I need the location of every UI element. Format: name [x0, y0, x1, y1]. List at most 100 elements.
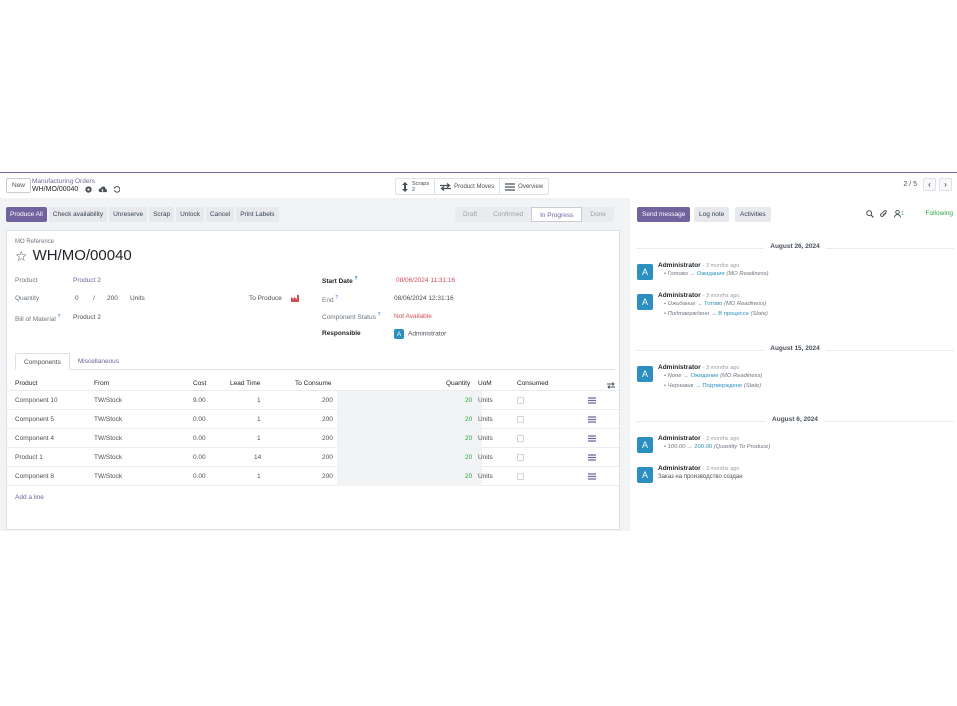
end-date-field[interactable]: 08/06/2024 12:31:16 [394, 295, 454, 302]
table-header-row: Product From Cost Lead Time To Consume Q… [7, 376, 619, 391]
scraps-label: Scraps [412, 180, 430, 187]
quantity-done-field[interactable]: 0 [75, 295, 79, 302]
avatar[interactable]: A [637, 264, 653, 280]
message-author[interactable]: Administrator [658, 435, 701, 442]
cloud-save-icon[interactable] [98, 186, 107, 193]
product-field[interactable]: Product 2 [73, 277, 101, 284]
avatar[interactable]: A [637, 467, 653, 483]
message-author[interactable]: Administrator [658, 292, 701, 299]
avatar[interactable]: A [637, 437, 653, 453]
row-quantity[interactable]: 20 [465, 454, 473, 461]
detailed-operations-icon[interactable] [588, 435, 596, 444]
row-from[interactable]: TW/Stock [94, 397, 123, 404]
row-product[interactable]: Component 5 [15, 416, 55, 423]
message-author[interactable]: Administrator [658, 262, 701, 269]
row-product[interactable]: Component 8 [15, 473, 55, 480]
followers-icon[interactable]: 1 [894, 210, 904, 218]
unreserve-button[interactable]: Unreserve [109, 207, 148, 222]
table-row[interactable]: Product 1 TW/Stock 0.00 14 200 20 Units [7, 448, 619, 467]
detailed-operations-icon[interactable] [588, 397, 596, 406]
detailed-operations-icon[interactable] [588, 416, 596, 425]
discard-icon[interactable] [113, 186, 120, 193]
stage-draft[interactable]: Draft [455, 207, 486, 222]
quantity-total-field[interactable]: 200 [107, 295, 118, 302]
product-moves-button[interactable]: Product Moves [435, 179, 501, 194]
help-tooltip-icon[interactable]: ? [57, 314, 61, 320]
consumed-checkbox[interactable] [517, 416, 524, 423]
start-date-field[interactable]: 08/06/2024 11:31:16 [396, 277, 456, 284]
pager-previous-button[interactable]: ‹ [923, 178, 936, 191]
check-availability-button[interactable]: Check availability [48, 207, 108, 222]
column-header-lead-time[interactable]: Lead Time [230, 380, 261, 387]
table-row[interactable]: Component 4 TW/Stock 0.00 1 200 20 Units [7, 429, 619, 448]
avatar[interactable]: A [637, 294, 653, 310]
row-from[interactable]: TW/Stock [94, 435, 123, 442]
column-header-to-consume[interactable]: To Consume [295, 380, 332, 387]
table-row[interactable]: Component 10 TW/Stock 9.00 1 200 20 Unit… [7, 391, 619, 410]
components-table: Product From Cost Lead Time To Consume Q… [7, 376, 619, 486]
help-tooltip-icon[interactable]: ? [335, 295, 339, 301]
column-header-product[interactable]: Product [15, 380, 38, 387]
detailed-operations-icon[interactable] [588, 473, 596, 482]
cancel-button[interactable]: Cancel [205, 207, 235, 222]
gear-icon[interactable] [85, 186, 92, 193]
produce-all-button[interactable]: Produce All [6, 207, 47, 222]
row-from[interactable]: TW/Stock [94, 416, 123, 423]
consumed-checkbox[interactable] [517, 454, 524, 461]
star-icon[interactable]: ☆ [15, 247, 28, 264]
date-separator: August 6, 2024 [636, 416, 954, 425]
help-tooltip-icon[interactable]: ? [354, 276, 358, 282]
column-header-from[interactable]: From [94, 380, 110, 387]
consumed-checkbox[interactable] [517, 397, 524, 404]
row-product[interactable]: Component 10 [15, 397, 58, 404]
row-quantity[interactable]: 20 [465, 473, 473, 480]
activities-button[interactable]: Activities [735, 207, 771, 222]
row-quantity[interactable]: 20 [465, 435, 473, 442]
chevron-right-icon: › [944, 180, 947, 189]
pager-value[interactable]: 2 / 5 [903, 181, 917, 188]
scrap-button[interactable]: Scrap [149, 207, 175, 222]
responsible-field[interactable]: A Administrator [394, 329, 446, 339]
search-icon[interactable] [866, 210, 874, 218]
row-from[interactable]: TW/Stock [94, 454, 123, 461]
column-header-consumed[interactable]: Consumed [517, 380, 549, 387]
add-line-link[interactable]: Add a line [15, 494, 44, 501]
unlock-button[interactable]: Unlock [176, 207, 204, 222]
message-time: - 3 months ago [702, 263, 740, 269]
column-header-cost[interactable]: Cost [193, 380, 207, 387]
action-buttons: Produce All Check availability Unreserve… [6, 207, 279, 222]
paperclip-icon[interactable] [880, 210, 888, 218]
row-product[interactable]: Component 4 [15, 435, 55, 442]
overview-button[interactable]: Overview [500, 179, 548, 194]
table-row[interactable]: Component 8 TW/Stock 0.00 1 200 20 Units [7, 467, 619, 486]
column-header-quantity[interactable]: Quantity [446, 380, 471, 387]
consumed-checkbox[interactable] [517, 435, 524, 442]
row-from[interactable]: TW/Stock [94, 473, 123, 480]
message-author[interactable]: Administrator [658, 465, 701, 472]
breadcrumb-parent-link[interactable]: Manufacturing Orders [32, 178, 95, 185]
consumed-checkbox[interactable] [517, 473, 524, 480]
bom-field[interactable]: Product 2 [73, 314, 101, 321]
scraps-button[interactable]: Scraps 2 [396, 179, 436, 194]
tab-components[interactable]: Components [15, 353, 70, 370]
table-row[interactable]: Component 5 TW/Stock 0.00 1 200 20 Units [7, 410, 619, 429]
print-labels-button[interactable]: Print Labels [236, 207, 279, 222]
detailed-operations-icon[interactable] [588, 454, 596, 463]
column-header-uom[interactable]: UoM [478, 380, 492, 387]
row-quantity[interactable]: 20 [465, 416, 473, 423]
avatar[interactable]: A [637, 366, 653, 382]
following-button[interactable]: Following [925, 210, 953, 217]
row-quantity[interactable]: 20 [465, 397, 473, 404]
message-author[interactable]: Administrator [658, 364, 701, 371]
help-tooltip-icon[interactable]: ? [377, 312, 381, 318]
new-button[interactable]: New [6, 178, 32, 193]
pager-next-button[interactable]: › [939, 178, 952, 191]
log-note-button[interactable]: Log note [694, 207, 730, 222]
row-product[interactable]: Product 1 [15, 454, 43, 461]
stage-in-progress[interactable]: In Progress [531, 207, 583, 222]
stage-confirmed[interactable]: Confirmed [485, 207, 532, 222]
optional-columns-icon[interactable] [607, 380, 615, 395]
tab-miscellaneous[interactable]: Miscellaneous [77, 358, 120, 365]
send-message-button[interactable]: Send message [637, 207, 691, 222]
stage-done[interactable]: Done [582, 207, 614, 222]
